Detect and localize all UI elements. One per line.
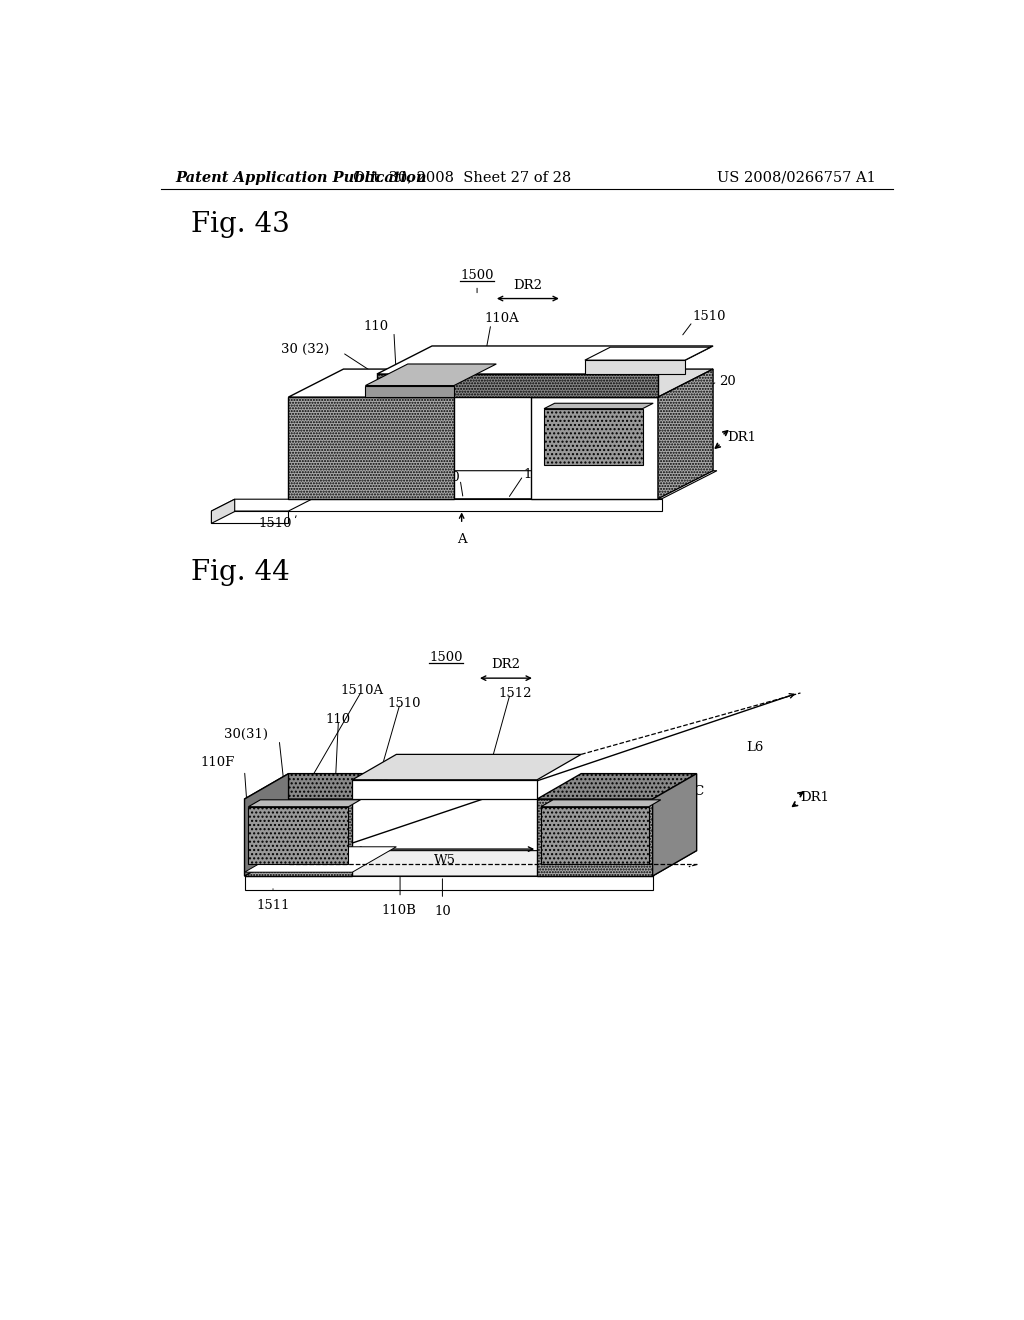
Polygon shape	[245, 774, 396, 799]
Text: DR2: DR2	[513, 279, 543, 292]
Polygon shape	[352, 755, 582, 780]
Text: 1500: 1500	[429, 651, 463, 664]
Polygon shape	[585, 360, 685, 374]
Polygon shape	[544, 409, 643, 465]
Text: 1512: 1512	[499, 686, 532, 700]
Text: 1510: 1510	[692, 310, 726, 323]
Text: 110F: 110F	[201, 756, 234, 770]
Text: 1500: 1500	[461, 269, 494, 282]
Text: -30 (32): -30 (32)	[590, 832, 643, 843]
Polygon shape	[652, 774, 696, 876]
Text: DR2: DR2	[492, 659, 520, 671]
Text: DR1: DR1	[727, 430, 757, 444]
Polygon shape	[245, 799, 352, 876]
Polygon shape	[538, 774, 696, 799]
Polygon shape	[366, 364, 497, 385]
Polygon shape	[211, 499, 234, 524]
Polygon shape	[366, 385, 454, 397]
Polygon shape	[352, 780, 538, 799]
Polygon shape	[541, 800, 660, 807]
Polygon shape	[245, 876, 652, 890]
Polygon shape	[249, 807, 348, 865]
Polygon shape	[538, 799, 652, 876]
Text: 1510A: 1510A	[340, 684, 383, 697]
Polygon shape	[245, 847, 396, 873]
Text: 1510: 1510	[387, 697, 421, 710]
Text: Oct. 30, 2008  Sheet 27 of 28: Oct. 30, 2008 Sheet 27 of 28	[352, 170, 570, 185]
Text: -30 (31): -30 (31)	[648, 401, 700, 414]
Polygon shape	[245, 774, 289, 876]
Polygon shape	[541, 807, 649, 865]
Polygon shape	[211, 499, 311, 511]
Text: 30(31): 30(31)	[223, 727, 267, 741]
Polygon shape	[531, 397, 658, 499]
Text: DR1: DR1	[801, 791, 829, 804]
Polygon shape	[658, 370, 713, 499]
Text: L6: L6	[746, 741, 764, 754]
Text: 1511: 1511	[256, 899, 290, 912]
Polygon shape	[249, 800, 360, 807]
Polygon shape	[289, 471, 717, 499]
Text: 110F: 110F	[523, 467, 557, 480]
Text: -20: -20	[666, 808, 687, 821]
Text: A: A	[457, 533, 467, 546]
Polygon shape	[289, 397, 454, 499]
Text: 110B: 110B	[381, 904, 416, 917]
Polygon shape	[245, 850, 696, 876]
Polygon shape	[377, 346, 713, 374]
Text: 110A: 110A	[484, 312, 519, 325]
Polygon shape	[289, 370, 509, 397]
Text: 1510: 1510	[259, 517, 292, 529]
Text: 110C: 110C	[670, 785, 705, 797]
Text: 110: 110	[364, 319, 388, 333]
Text: Fig. 44: Fig. 44	[190, 558, 290, 586]
Text: 30 (32): 30 (32)	[281, 343, 330, 356]
Text: 10: 10	[443, 471, 460, 484]
Text: 110A: 110A	[590, 814, 625, 828]
Polygon shape	[377, 374, 658, 397]
Polygon shape	[531, 370, 713, 397]
Text: Patent Application Publication: Patent Application Publication	[175, 170, 427, 185]
Text: 110: 110	[326, 713, 351, 726]
Polygon shape	[585, 347, 711, 360]
Text: 20: 20	[720, 375, 736, 388]
Text: US 2008/0266757 A1: US 2008/0266757 A1	[717, 170, 876, 185]
Polygon shape	[211, 511, 289, 524]
Polygon shape	[544, 404, 653, 409]
Polygon shape	[289, 499, 662, 511]
Text: Fig. 43: Fig. 43	[190, 211, 290, 238]
Text: 10: 10	[434, 906, 451, 919]
Text: W5: W5	[434, 854, 456, 867]
